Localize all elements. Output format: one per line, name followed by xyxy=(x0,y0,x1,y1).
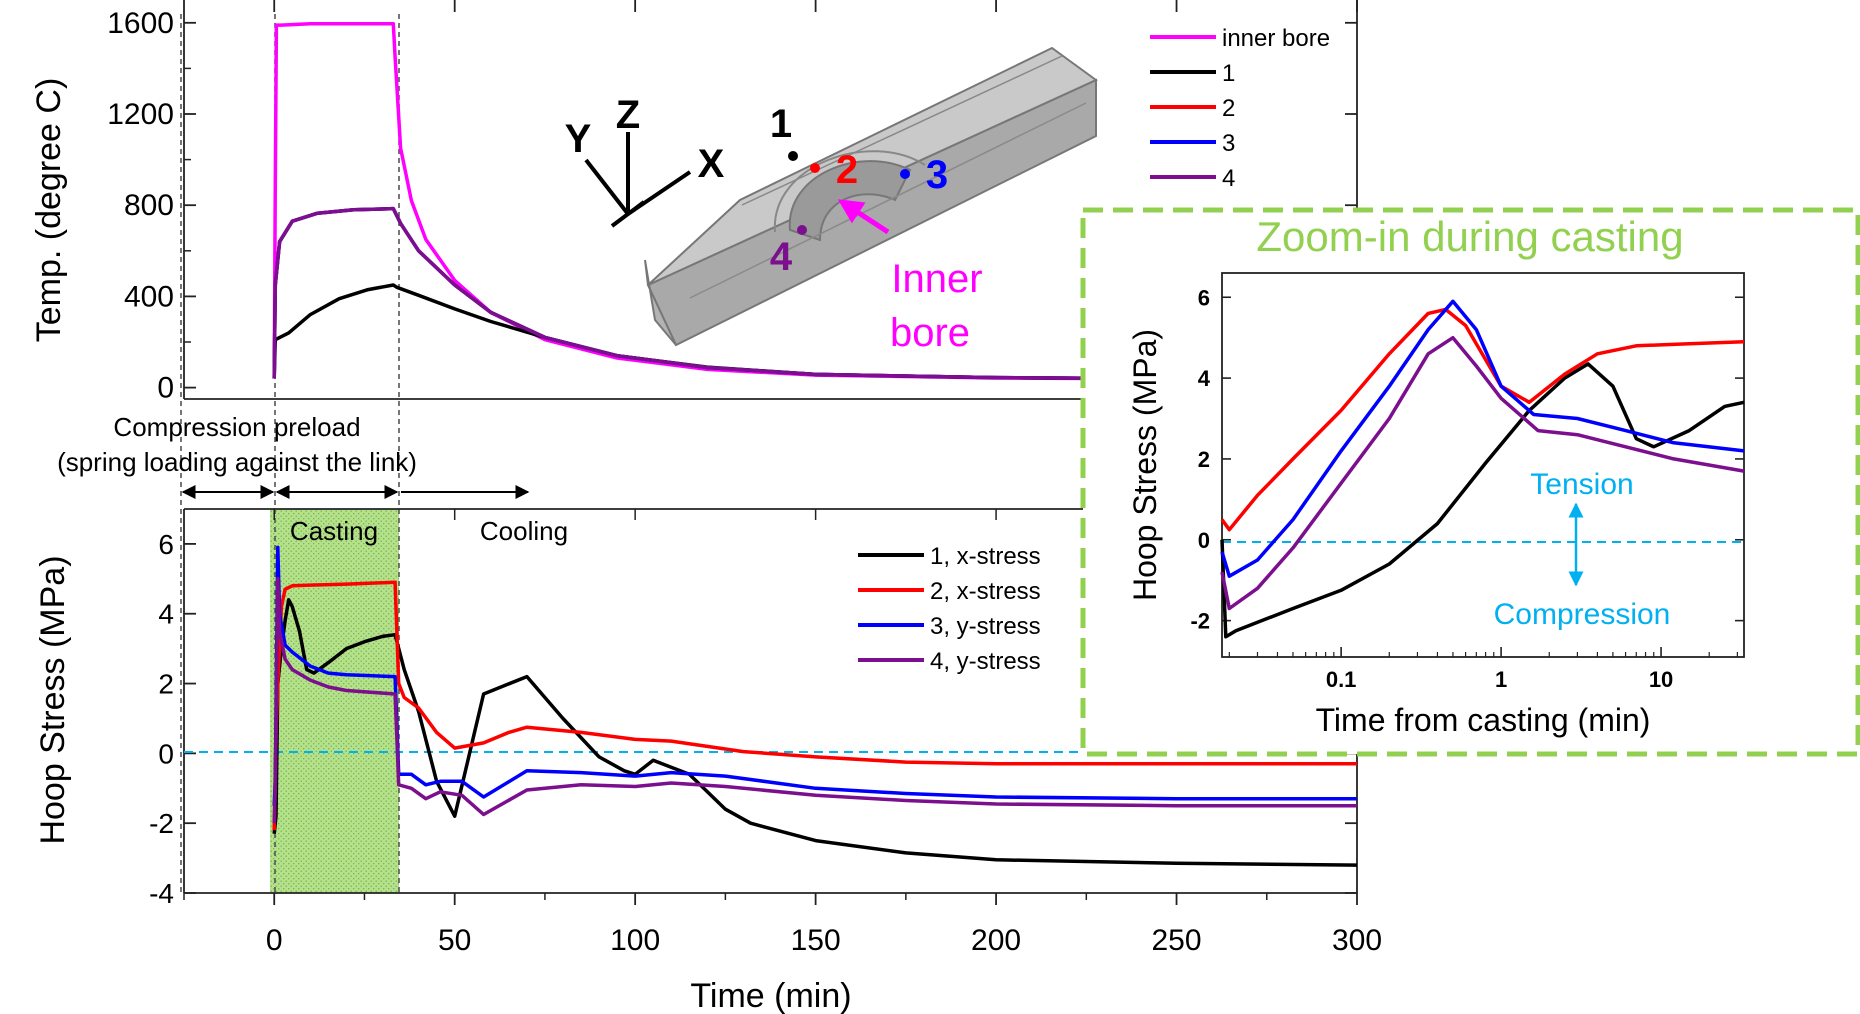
stress-axes: -4 -2 0 2 4 6 0 50 100 150 200 250 300 xyxy=(149,509,1382,957)
stress-xtick-label-2: 100 xyxy=(610,924,660,957)
stress-series-3 xyxy=(272,545,1357,806)
temp-series-5 xyxy=(272,206,1358,382)
zoom-axes: -2 0 2 4 6 0.1 1 10 xyxy=(1190,285,1744,692)
legend-label-2: 2 xyxy=(1222,95,1235,122)
inner-bore-label-line1: Inner xyxy=(891,257,982,301)
stress-series-2 xyxy=(272,580,1357,831)
cooling-label: Cooling xyxy=(480,516,568,546)
zoom-ytick-label-4: 6 xyxy=(1198,285,1210,310)
stress-xtick-label-3: 150 xyxy=(791,924,841,957)
inner-bore-label-line2: bore xyxy=(890,311,970,355)
stress-xtick-label-4: 200 xyxy=(971,924,1021,957)
stress-ytick-label-2: 0 xyxy=(158,738,174,769)
preload-label-line1: Compression preload xyxy=(113,412,360,442)
point-4-marker xyxy=(797,225,807,235)
point-1-label: 1 xyxy=(770,102,792,146)
point-3-label: 3 xyxy=(926,153,948,197)
stress-ytick-label-4: 4 xyxy=(158,599,174,630)
legend-label-2-x-stress: 2, x-stress xyxy=(930,578,1041,605)
point-2-label: 2 xyxy=(836,148,858,192)
stress-ytick-label-0: -4 xyxy=(149,878,174,909)
stress-xtick-label-1: 50 xyxy=(438,924,471,957)
casting-label: Casting xyxy=(290,516,378,546)
coordinate-triad xyxy=(584,132,692,228)
zoom-xtick-label-1: 1 xyxy=(1495,667,1507,692)
zoom-ylabel: Hoop Stress (MPa) xyxy=(1127,329,1163,601)
zoom-xlabel: Time from casting (min) xyxy=(1316,702,1651,738)
point-2-marker xyxy=(810,163,820,173)
stress-ytick-label-3: 2 xyxy=(158,669,174,700)
legend-label-1-x-stress: 1, x-stress xyxy=(930,543,1041,570)
zoom-ytick-label-1: 0 xyxy=(1198,528,1210,553)
temp-lines xyxy=(272,21,1358,382)
part-bore-rim xyxy=(773,150,926,233)
stress-series-4 xyxy=(272,577,1357,824)
zoom-ytick-label-2: 2 xyxy=(1198,447,1210,472)
part-side-face xyxy=(646,78,1097,347)
part-end-face xyxy=(644,259,677,346)
zoom-plot-frame xyxy=(1221,272,1745,658)
stress-ytick-label-5: 6 xyxy=(158,529,174,560)
stress-xtick-label-0: 0 xyxy=(266,924,283,957)
legend-label-4-y-stress: 4, y-stress xyxy=(930,648,1041,675)
legend-label-4: 4 xyxy=(1222,165,1235,192)
part-bore-cutout xyxy=(788,160,912,242)
legend-label-3: 3 xyxy=(1222,130,1235,157)
part-edge-line-2 xyxy=(689,102,1087,299)
inner-bore-pointer xyxy=(837,199,890,235)
legend-label-1: 1 xyxy=(1222,60,1235,87)
zoom-compression-label: Compression xyxy=(1494,598,1671,631)
stress-xtick-label-6: 300 xyxy=(1332,924,1382,957)
part-schematic xyxy=(644,46,1098,347)
point-1-marker xyxy=(788,151,798,161)
temp-legend: inner bore 1 2 3 4 xyxy=(1150,25,1330,192)
zoom-tension-label: Tension xyxy=(1530,468,1633,501)
stress-ylabel: Hoop Stress (MPa) xyxy=(34,555,72,844)
stress-xlabel: Time (min) xyxy=(690,977,851,1014)
point-3-marker xyxy=(900,169,910,179)
zoom-ytick-label-3: 4 xyxy=(1198,366,1211,391)
zoom-xtick-label-0: 0.1 xyxy=(1326,667,1357,692)
zoom-series-3 xyxy=(1220,299,1745,578)
point-4-label: 4 xyxy=(770,235,793,279)
zoom-inset-title: Zoom-in during casting xyxy=(1256,213,1683,260)
temp-ytick-label-2: 800 xyxy=(124,189,174,222)
temp-ytick-label-1: 400 xyxy=(124,280,174,313)
temp-ylabel: Temp. (degree C) xyxy=(30,78,68,343)
zoom-lines xyxy=(1220,299,1745,639)
triad-label-x: X xyxy=(698,142,725,186)
stress-lines xyxy=(272,545,1358,867)
zoom-ytick-label-0: -2 xyxy=(1190,609,1210,634)
temp-ytick-label-4: 1600 xyxy=(107,7,174,40)
stress-legend: 1, x-stress 2, x-stress 3, y-stress 4, y… xyxy=(858,543,1041,675)
triad-y-axis xyxy=(584,158,630,216)
triad-label-z: Z xyxy=(616,93,640,137)
triad-origin-tick xyxy=(610,200,646,228)
temp-ytick-label-0: 0 xyxy=(157,372,174,405)
stress-series-1 xyxy=(272,598,1358,867)
temp-ytick-label-3: 1200 xyxy=(107,98,174,131)
temp-axes: 0 400 800 1200 1600 xyxy=(107,0,1358,405)
preload-label-line2: (spring loading against the link) xyxy=(57,447,417,477)
zoom-series-2 xyxy=(1220,307,1745,532)
part-edge-line xyxy=(741,55,1063,206)
zoom-xtick-label-2: 10 xyxy=(1649,667,1673,692)
casting-region xyxy=(270,509,399,893)
triad-label-y: Y xyxy=(565,117,592,161)
legend-label-3-y-stress: 3, y-stress xyxy=(930,613,1041,640)
zoom-series-4 xyxy=(1220,335,1745,611)
stress-xtick-label-5: 250 xyxy=(1152,924,1202,957)
stress-ytick-label-1: -2 xyxy=(149,808,174,839)
legend-label-inner-bore: inner bore xyxy=(1222,25,1330,52)
